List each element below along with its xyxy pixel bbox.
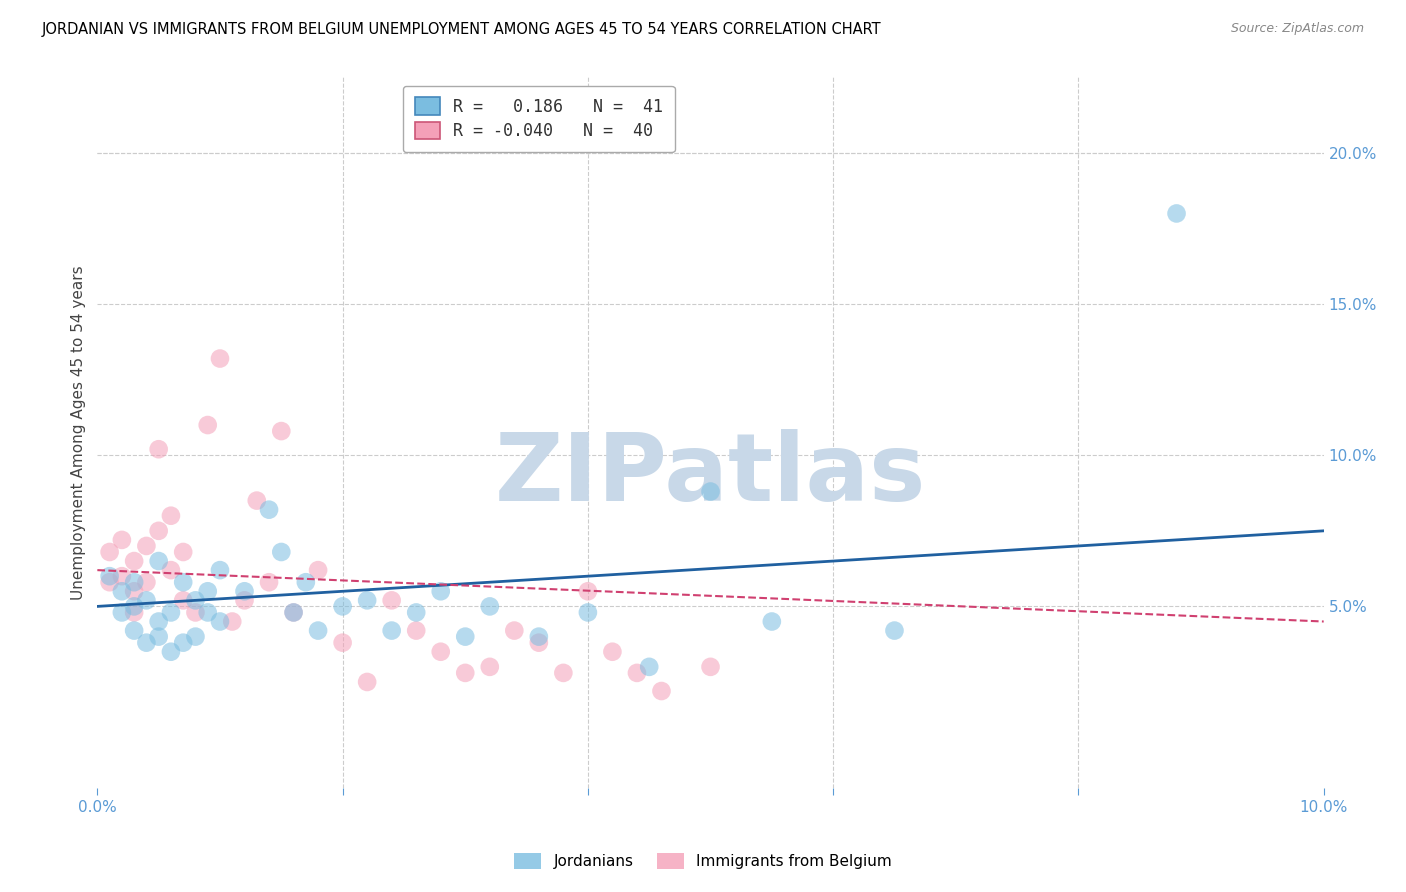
Point <box>295 575 318 590</box>
Point <box>135 593 157 607</box>
Point <box>332 635 354 649</box>
Point <box>184 606 207 620</box>
Y-axis label: Unemployment Among Ages 45 to 54 years: Unemployment Among Ages 45 to 54 years <box>72 265 86 600</box>
Point <box>553 665 575 680</box>
Point <box>699 484 721 499</box>
Point <box>638 660 661 674</box>
Text: JORDANIAN VS IMMIGRANTS FROM BELGIUM UNEMPLOYMENT AMONG AGES 45 TO 54 YEARS CORR: JORDANIAN VS IMMIGRANTS FROM BELGIUM UNE… <box>42 22 882 37</box>
Point <box>883 624 905 638</box>
Point <box>172 635 194 649</box>
Point <box>111 606 134 620</box>
Point <box>381 624 404 638</box>
Point <box>160 508 183 523</box>
Point <box>503 624 526 638</box>
Point <box>283 606 305 620</box>
Point <box>98 575 121 590</box>
Point <box>135 635 157 649</box>
Point <box>197 418 219 433</box>
Point <box>270 545 292 559</box>
Point <box>576 584 599 599</box>
Point <box>148 615 170 629</box>
Point <box>208 351 231 366</box>
Legend: R =   0.186   N =  41, R = -0.040   N =  40: R = 0.186 N = 41, R = -0.040 N = 40 <box>404 86 675 153</box>
Point <box>197 584 219 599</box>
Point <box>111 533 134 547</box>
Point <box>527 635 550 649</box>
Legend: Jordanians, Immigrants from Belgium: Jordanians, Immigrants from Belgium <box>508 847 898 875</box>
Text: Source: ZipAtlas.com: Source: ZipAtlas.com <box>1230 22 1364 36</box>
Point <box>172 575 194 590</box>
Point <box>454 630 477 644</box>
Point <box>356 675 378 690</box>
Point <box>148 524 170 538</box>
Point <box>122 624 145 638</box>
Point <box>257 575 280 590</box>
Point <box>148 630 170 644</box>
Point <box>111 569 134 583</box>
Point <box>197 606 219 620</box>
Point <box>405 624 427 638</box>
Point <box>429 584 451 599</box>
Point <box>356 593 378 607</box>
Point <box>332 599 354 614</box>
Point <box>381 593 404 607</box>
Point <box>405 606 427 620</box>
Point <box>148 554 170 568</box>
Point <box>576 606 599 620</box>
Point <box>208 563 231 577</box>
Point <box>122 599 145 614</box>
Point <box>650 684 672 698</box>
Point <box>246 493 269 508</box>
Point <box>98 545 121 559</box>
Point <box>626 665 648 680</box>
Point <box>135 539 157 553</box>
Point <box>527 630 550 644</box>
Point <box>148 442 170 457</box>
Point <box>283 606 305 620</box>
Point <box>98 569 121 583</box>
Point <box>1166 206 1188 220</box>
Point <box>478 660 501 674</box>
Point <box>478 599 501 614</box>
Point <box>429 645 451 659</box>
Point <box>160 645 183 659</box>
Point <box>270 424 292 438</box>
Point <box>122 606 145 620</box>
Point <box>761 615 783 629</box>
Point <box>184 593 207 607</box>
Point <box>699 660 721 674</box>
Point <box>160 563 183 577</box>
Point <box>135 575 157 590</box>
Point <box>454 665 477 680</box>
Text: ZIPatlas: ZIPatlas <box>495 429 927 521</box>
Point <box>122 584 145 599</box>
Point <box>122 554 145 568</box>
Point <box>172 545 194 559</box>
Point <box>221 615 243 629</box>
Point <box>172 593 194 607</box>
Point <box>184 630 207 644</box>
Point <box>233 584 256 599</box>
Point <box>111 584 134 599</box>
Point <box>257 502 280 516</box>
Point <box>602 645 624 659</box>
Point <box>307 624 329 638</box>
Point <box>122 575 145 590</box>
Point <box>233 593 256 607</box>
Point <box>208 615 231 629</box>
Point <box>307 563 329 577</box>
Point <box>160 606 183 620</box>
